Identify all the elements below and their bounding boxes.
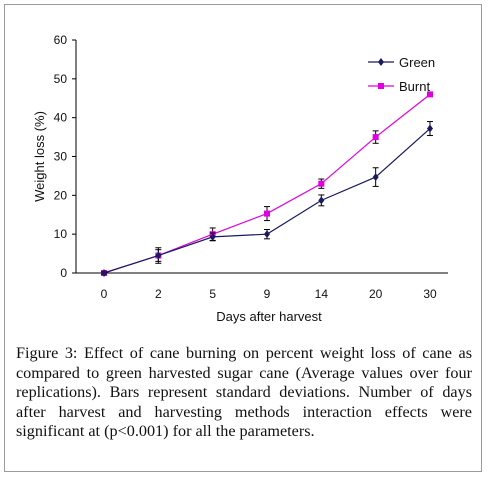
series-burnt bbox=[101, 91, 433, 276]
data-point bbox=[264, 230, 270, 239]
x-axis-ticks: 0 2 5 9 14 20 30 bbox=[101, 287, 437, 301]
y-tick-label: 20 bbox=[54, 188, 68, 202]
series-line bbox=[103, 128, 431, 274]
data-point bbox=[427, 91, 433, 98]
figure-caption-text: Effect of cane burning on percent weight… bbox=[16, 344, 472, 441]
x-tick-label: 30 bbox=[423, 287, 437, 301]
series-line bbox=[103, 93, 431, 274]
series-green bbox=[101, 121, 433, 277]
legend-label: Green bbox=[399, 55, 435, 70]
figure-caption: Figure 3: Effect of cane burning on perc… bbox=[16, 344, 472, 442]
chart-legend: Green Burnt bbox=[368, 55, 435, 94]
chart-axes bbox=[75, 40, 448, 274]
legend-label: Burnt bbox=[399, 79, 430, 94]
y-tick-label: 0 bbox=[60, 266, 67, 280]
y-tick-label: 10 bbox=[54, 227, 68, 241]
x-tick-label: 9 bbox=[264, 287, 271, 301]
data-point bbox=[209, 232, 216, 241]
data-point bbox=[427, 124, 433, 133]
x-tick-label: 0 bbox=[101, 287, 108, 301]
data-point bbox=[372, 173, 379, 182]
data-point bbox=[318, 196, 325, 205]
x-tick-label: 5 bbox=[209, 287, 216, 301]
chart-series bbox=[101, 91, 433, 277]
figure-frame bbox=[4, 4, 482, 472]
y-axis-label: Weight loss (%) bbox=[32, 111, 47, 202]
data-point bbox=[264, 210, 270, 217]
y-tick-label: 30 bbox=[54, 150, 68, 164]
y-tick-label: 40 bbox=[54, 111, 68, 125]
x-tick-label: 20 bbox=[369, 287, 383, 301]
y-tick-label: 50 bbox=[54, 72, 68, 86]
weight-loss-chart: 0 10 20 30 40 50 60 0 2 5 9 14 20 30 Green Burnt Weig… bbox=[32, 33, 448, 324]
legend-marker bbox=[378, 83, 384, 89]
data-point bbox=[101, 269, 107, 277]
legend-marker bbox=[378, 58, 384, 66]
y-axis-ticks: 0 10 20 30 40 50 60 bbox=[54, 33, 76, 280]
y-tick-label: 60 bbox=[54, 33, 68, 47]
data-point bbox=[318, 180, 325, 187]
data-point bbox=[155, 251, 162, 260]
data-point bbox=[372, 134, 379, 141]
figure-label: Figure 3: bbox=[16, 344, 78, 362]
x-axis-label: Days after harvest bbox=[216, 309, 322, 324]
x-tick-label: 14 bbox=[315, 287, 329, 301]
x-tick-label: 2 bbox=[155, 287, 162, 301]
